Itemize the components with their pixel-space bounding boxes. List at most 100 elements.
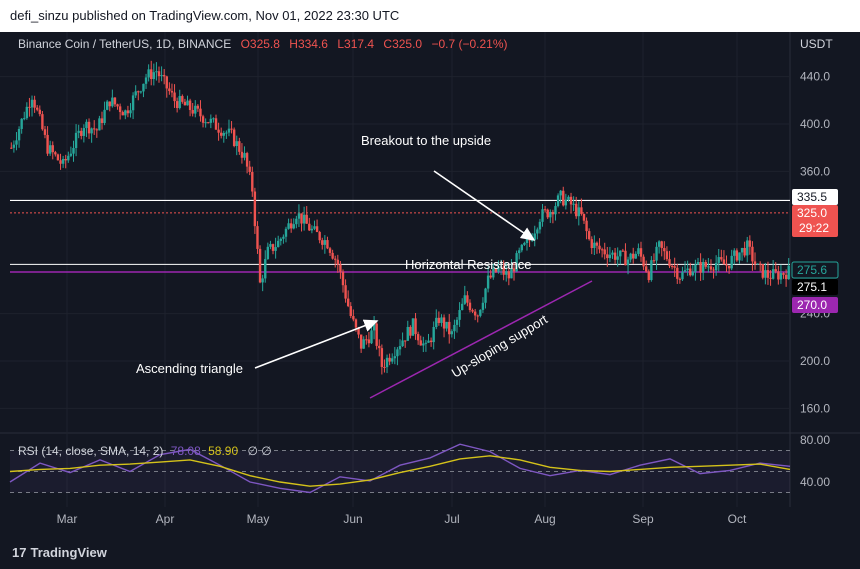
- candle-body: [657, 241, 661, 247]
- candle-body: [310, 228, 314, 231]
- candle-body: [150, 69, 153, 80]
- candle-body: [20, 118, 23, 129]
- candle-body: [274, 247, 277, 251]
- candle-body: [608, 254, 612, 259]
- candle-body: [665, 251, 669, 260]
- x-tick-label: Jul: [444, 512, 459, 526]
- price-label-current: 325.0 29:22: [792, 205, 838, 237]
- candle-body: [541, 209, 544, 222]
- candle-body: [46, 134, 49, 154]
- candle-body: [367, 339, 371, 344]
- candle-body: [323, 240, 327, 245]
- candle-body: [217, 129, 220, 133]
- candle-body: [103, 109, 106, 123]
- candle-body: [528, 238, 531, 241]
- annotation-ascending-triangle: Ascending triangle: [136, 361, 243, 376]
- candle-body: [707, 266, 710, 268]
- candle-body: [212, 118, 215, 120]
- candle-body: [476, 315, 479, 317]
- candle-body: [409, 326, 412, 336]
- horizontal-levels: [10, 199, 790, 273]
- candle-body: [305, 214, 308, 224]
- support-trendline: [369, 280, 593, 399]
- triangle-arrow: [254, 319, 379, 369]
- candle-body: [701, 261, 705, 273]
- candle-body: [191, 110, 194, 114]
- candle-body: [100, 118, 104, 123]
- candle-body: [61, 159, 65, 164]
- rsi-pane: 80.00 40.00: [9, 433, 830, 494]
- candle-body: [411, 318, 415, 336]
- candle-body: [383, 366, 386, 368]
- candle-body: [497, 266, 500, 272]
- candle-body: [437, 317, 441, 323]
- candle-body: [422, 343, 425, 346]
- candle-body: [473, 311, 477, 316]
- candle-body: [111, 97, 114, 107]
- candle-body: [598, 245, 601, 250]
- candle-body: [121, 112, 124, 116]
- candle-body: [339, 264, 342, 272]
- candle-body: [28, 106, 31, 108]
- candle-body: [681, 271, 684, 280]
- candle-body: [505, 271, 508, 275]
- candle-body: [691, 271, 695, 276]
- chart-grid: [0, 32, 790, 507]
- candle-body: [30, 99, 34, 108]
- candle-body: [756, 263, 759, 265]
- candle-body: [777, 271, 780, 280]
- candle-body: [460, 303, 464, 311]
- publisher-text: defi_sinzu published on TradingView.com,…: [10, 8, 400, 23]
- candle-body: [144, 77, 148, 84]
- candle-body: [178, 96, 181, 109]
- candle-body: [582, 213, 586, 221]
- candle-body: [587, 231, 591, 240]
- candle-body: [481, 302, 485, 310]
- tradingview-logo[interactable]: 17 TradingView: [12, 545, 107, 560]
- candle-body: [118, 106, 122, 113]
- candle-body: [279, 238, 282, 241]
- candle-body: [253, 191, 257, 227]
- x-tick-label: Sep: [632, 512, 654, 526]
- candle-body: [25, 106, 29, 119]
- candle-body: [139, 91, 143, 93]
- y-tick-label: 160.0: [800, 401, 830, 415]
- candle-body: [349, 306, 352, 317]
- rsi-legend: RSI (14, close, SMA, 14, 2) 78.08 58.90 …: [18, 444, 272, 458]
- tradingview-wordmark: TradingView: [30, 545, 107, 560]
- candle-body: [344, 285, 347, 299]
- time-axis[interactable]: Mar Apr May Jun Jul Aug Sep Oct: [57, 512, 747, 526]
- candle-body: [271, 244, 275, 251]
- candle-body: [170, 91, 174, 93]
- candle-body: [512, 268, 516, 272]
- candle-body: [525, 238, 529, 243]
- candle-body: [331, 252, 334, 259]
- candle-body: [186, 100, 189, 106]
- candle-body: [295, 218, 298, 225]
- candle-body: [126, 110, 130, 114]
- candle-body: [36, 107, 39, 110]
- candle-body: [264, 259, 267, 279]
- candle-body: [613, 252, 617, 260]
- x-tick-label: Jun: [343, 512, 362, 526]
- candle-body: [448, 321, 451, 335]
- candle-body: [77, 130, 80, 133]
- candle-body: [238, 141, 241, 152]
- candle-body: [336, 259, 340, 265]
- candle-body: [559, 190, 562, 196]
- candle-body: [787, 265, 790, 280]
- candle-body: [108, 101, 111, 107]
- candle-body: [225, 132, 228, 134]
- candle-body: [261, 278, 264, 283]
- candle-body: [391, 358, 394, 362]
- candle-body: [515, 253, 518, 272]
- candle-body: [543, 209, 547, 211]
- candle-body: [784, 274, 788, 280]
- candle-body: [603, 249, 606, 255]
- candle-body: [714, 262, 718, 271]
- candle-body: [222, 132, 225, 136]
- candle-body: [639, 248, 643, 257]
- candle-body: [629, 253, 632, 260]
